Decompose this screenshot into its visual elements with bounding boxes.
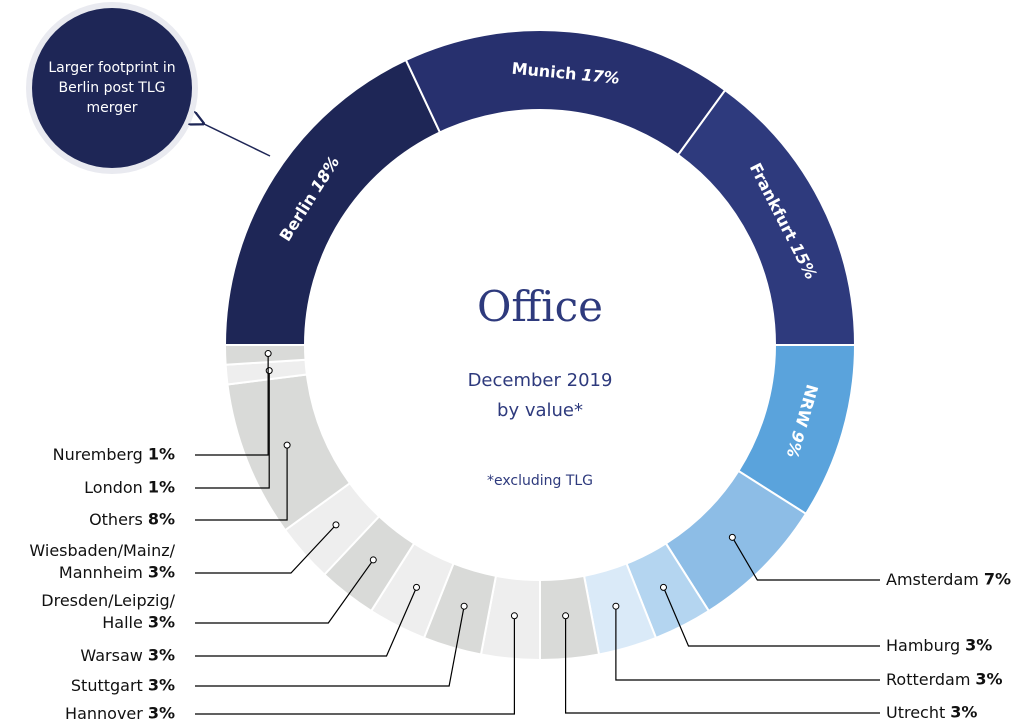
leader-line xyxy=(564,615,880,714)
leader-line xyxy=(662,587,880,647)
label-value: 3% xyxy=(975,670,1002,689)
leader-line xyxy=(195,524,337,574)
leader-line xyxy=(195,353,269,456)
leader-dot xyxy=(728,533,736,541)
donut-segment xyxy=(404,29,727,157)
leader-dot xyxy=(659,583,667,591)
center-subtitle: December 2019 by value* xyxy=(467,370,613,421)
leader-dot xyxy=(283,441,291,449)
leader-line xyxy=(195,370,270,489)
label-value: 3% xyxy=(148,646,175,665)
callout-text: Larger footprint in Berlin post TLG merg… xyxy=(48,60,176,116)
center-note: *excluding TLG xyxy=(486,473,594,489)
label-name: Nuremberg xyxy=(53,445,143,464)
leader-line xyxy=(195,445,288,521)
leader-dot xyxy=(265,367,273,375)
center-title: Office xyxy=(476,282,604,331)
label-name: Hannover xyxy=(65,704,143,723)
label-name: Stuttgart xyxy=(71,676,143,695)
label-name: London xyxy=(84,478,143,497)
donut-segment xyxy=(676,88,857,346)
label-value: 3% xyxy=(965,636,992,655)
label-value: 3% xyxy=(148,563,175,582)
label-value: 1% xyxy=(148,478,175,497)
leader-line xyxy=(195,587,418,657)
label-name: Dresden/Leipzig/Halle xyxy=(41,591,175,632)
callout-bubble xyxy=(32,8,192,168)
label-value: 3% xyxy=(950,703,977,722)
leader-dot xyxy=(460,602,468,610)
leader-line xyxy=(731,537,880,581)
leader-dot xyxy=(510,612,518,620)
label-name: Wiesbaden/Mainz/Mannheim xyxy=(29,541,175,582)
leader-dot xyxy=(369,556,377,564)
leader-line xyxy=(195,559,374,624)
leader-line xyxy=(195,615,516,715)
label-value: 3% xyxy=(148,704,175,723)
label-name: Warsaw xyxy=(80,646,142,665)
leader-line xyxy=(195,606,465,687)
label-value: 3% xyxy=(148,613,175,632)
leader-dot xyxy=(413,583,421,591)
label-name: Hamburg xyxy=(886,636,960,655)
label-value: 7% xyxy=(984,570,1011,589)
label-name: Utrecht xyxy=(886,703,945,722)
leader-line xyxy=(615,606,880,681)
leader-dot xyxy=(612,602,620,610)
leader-dot xyxy=(562,612,570,620)
label-name: Rotterdam xyxy=(886,670,970,689)
label-value: 1% xyxy=(148,445,175,464)
label-value: 8% xyxy=(148,510,175,529)
label-name: Amsterdam xyxy=(886,570,979,589)
callout-arrow xyxy=(202,123,271,157)
leader-dot xyxy=(332,521,340,529)
label-name: Others xyxy=(89,510,143,529)
label-value: 3% xyxy=(148,676,175,695)
leader-dot xyxy=(264,350,272,358)
segment-value: 17% xyxy=(581,65,621,88)
